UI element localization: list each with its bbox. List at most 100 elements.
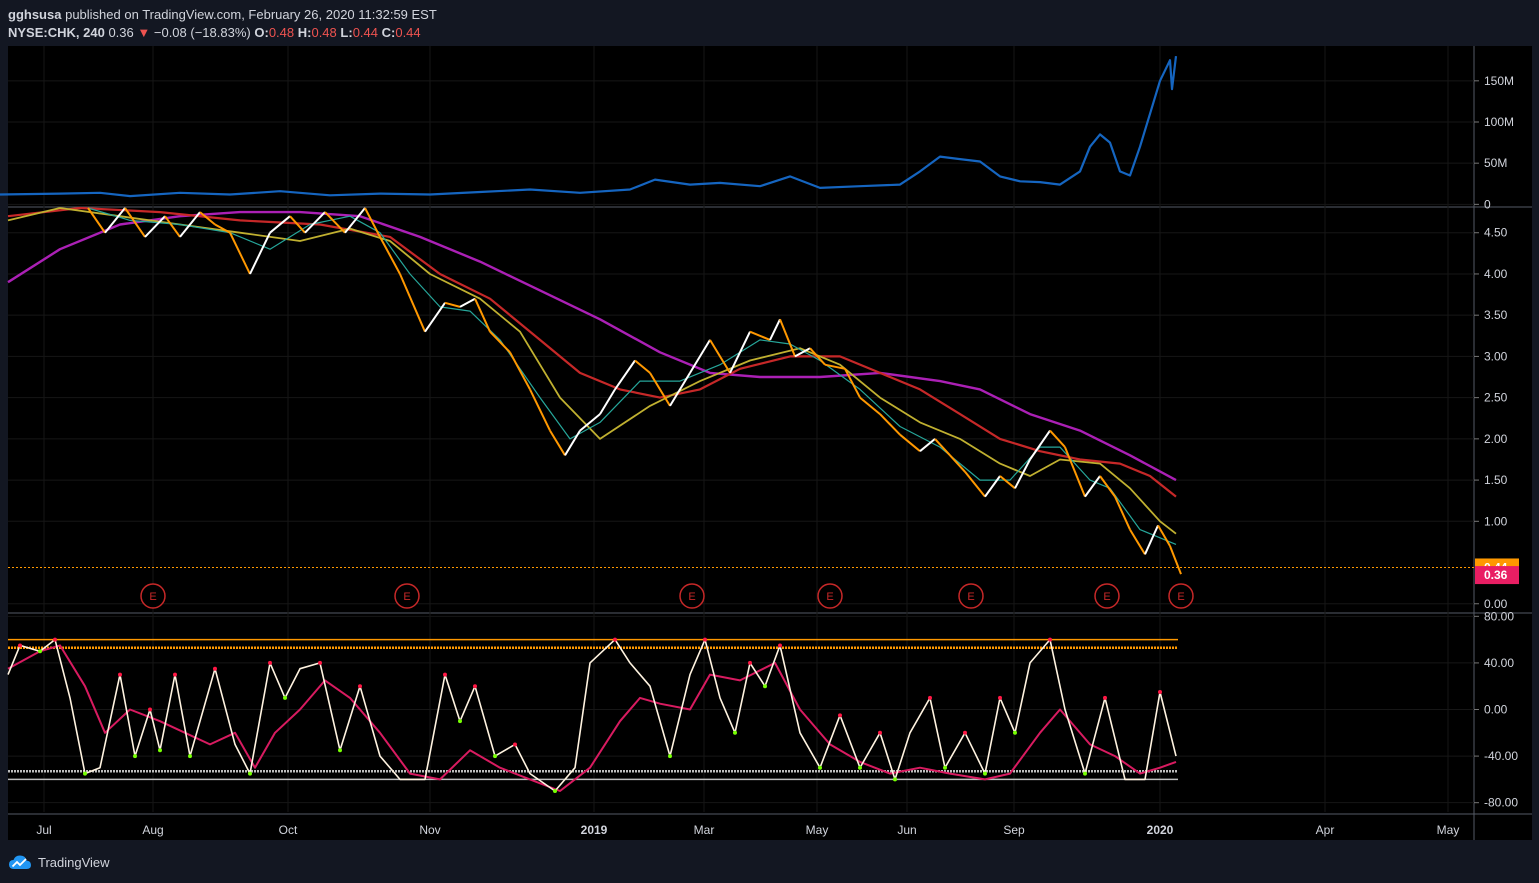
time-axis-label: 2019 [581, 823, 608, 837]
earnings-event-marker[interactable] [1094, 583, 1120, 609]
price-segment[interactable] [809, 347, 826, 366]
tradingview-logo[interactable]: TradingView [8, 854, 110, 870]
price-segment[interactable] [1129, 529, 1146, 555]
price-segment[interactable] [304, 211, 326, 234]
time-axis[interactable]: Jul Aug Oct Nov 2019 Mar May Jun Sep 2020 Apr May [36, 823, 1459, 837]
price-segment[interactable] [919, 438, 936, 452]
volume-panel[interactable] [0, 55, 1178, 198]
price-segment[interactable] [87, 207, 106, 234]
price-segment[interactable] [614, 359, 636, 390]
price-segment[interactable] [324, 211, 346, 234]
price-segment[interactable] [729, 331, 751, 374]
price-segment[interactable] [1014, 459, 1031, 489]
price-segment[interactable] [1064, 446, 1086, 497]
price-segment[interactable] [529, 388, 551, 432]
price-segment[interactable] [379, 236, 401, 275]
osc-slow-line[interactable] [7, 644, 1177, 792]
chart-canvas[interactable]: E E E E E E E Jul Aug Oct Nov 2019 Mar May Jun Sep 2020… [0, 46, 1539, 846]
price-change: −0.08 (−18.83%) [153, 25, 251, 40]
ma-slow-line[interactable] [7, 206, 1177, 498]
price-segment[interactable] [964, 471, 986, 498]
price-segment[interactable] [549, 430, 566, 456]
ma-long-line[interactable] [7, 210, 1177, 482]
price-segment[interactable] [1157, 524, 1171, 547]
price-segment[interactable] [124, 207, 146, 238]
osc-trough-dot [248, 771, 252, 776]
ma-mid-line[interactable] [7, 207, 1177, 535]
open-value: 0.48 [268, 25, 295, 40]
price-segment[interactable] [769, 318, 781, 341]
price-segment[interactable] [999, 475, 1016, 490]
price-segment[interactable] [344, 207, 366, 234]
price-segment[interactable] [1114, 496, 1131, 531]
price-segment[interactable] [689, 339, 711, 374]
price-segment[interactable] [859, 396, 881, 415]
price-segment[interactable] [364, 207, 381, 238]
osc-trough-dot [893, 777, 897, 782]
price-segment[interactable] [104, 207, 126, 234]
price-segment[interactable] [579, 413, 601, 432]
earnings-event-label: E [1103, 591, 1110, 603]
earnings-event-marker[interactable] [817, 583, 843, 609]
price-segment[interactable] [779, 318, 796, 357]
price-segment[interactable] [949, 454, 966, 473]
price-segment[interactable] [179, 211, 201, 238]
earnings-event-label: E [1177, 591, 1184, 603]
publisher-name[interactable]: gghsusa [8, 7, 62, 22]
price-segment[interactable] [899, 433, 921, 452]
price-segment[interactable] [269, 215, 291, 234]
price-segment[interactable] [444, 301, 461, 308]
price-segment[interactable] [1169, 545, 1182, 575]
earnings-event-marker[interactable] [679, 583, 705, 609]
price-segment[interactable] [399, 273, 426, 333]
price-segment[interactable] [879, 413, 901, 436]
price-segment[interactable] [564, 430, 581, 456]
price-segment[interactable] [214, 223, 231, 234]
price-segment[interactable] [1144, 524, 1159, 555]
price-segment[interactable] [669, 372, 691, 407]
earnings-event-marker[interactable] [394, 583, 420, 609]
earnings-event-marker[interactable] [140, 583, 166, 609]
price-segment[interactable] [249, 232, 271, 275]
price-segment[interactable] [634, 359, 651, 374]
price-segment[interactable] [144, 215, 166, 238]
close-value: 0.44 [395, 25, 421, 40]
price-segment[interactable] [229, 232, 251, 275]
price-segment[interactable] [844, 368, 861, 399]
price-segment[interactable] [599, 388, 616, 415]
price-segment[interactable] [199, 211, 216, 226]
price-segment[interactable] [649, 372, 671, 407]
volume-line[interactable] [0, 55, 1178, 198]
price-segment[interactable] [459, 297, 476, 308]
price-scale[interactable]: 150M 100M 50M 0 4.50 4.00 3.50 3.00 2.50 2.00 1.50… [1474, 74, 1519, 810]
price-segment[interactable] [1084, 475, 1101, 498]
price-segment[interactable] [934, 438, 951, 456]
price-segment[interactable] [509, 351, 531, 390]
chart-background [8, 46, 1474, 840]
price-segment[interactable] [749, 330, 771, 341]
price-segment[interactable] [709, 339, 731, 374]
y-tick-label: -40.00 [1484, 749, 1518, 763]
earnings-event-marker[interactable] [1168, 583, 1194, 609]
price-segment[interactable] [1049, 429, 1066, 448]
price-segment[interactable] [824, 363, 846, 370]
price-segment[interactable] [984, 475, 1001, 498]
price-segment[interactable] [489, 331, 511, 353]
oscillator-panel[interactable] [7, 637, 1178, 794]
price-segment[interactable] [474, 298, 491, 333]
price-segment[interactable] [1029, 430, 1051, 461]
osc-trough-dot [338, 748, 342, 753]
price-segment[interactable] [1099, 475, 1116, 498]
osc-peak-dot [613, 637, 617, 642]
price-segment[interactable] [794, 347, 811, 358]
price-segment[interactable] [289, 215, 306, 234]
y-tick-label: 3.00 [1484, 349, 1508, 363]
ma-fast-line[interactable] [87, 207, 1177, 545]
symbol-label[interactable]: NYSE:CHK, 240 [8, 25, 105, 40]
time-axis-label: Aug [142, 823, 163, 837]
earnings-event-marker[interactable] [958, 583, 984, 609]
price-segment[interactable] [164, 215, 181, 238]
publish-info: gghsusa published on TradingView.com, Fe… [8, 7, 437, 22]
price-segment[interactable] [424, 302, 446, 333]
